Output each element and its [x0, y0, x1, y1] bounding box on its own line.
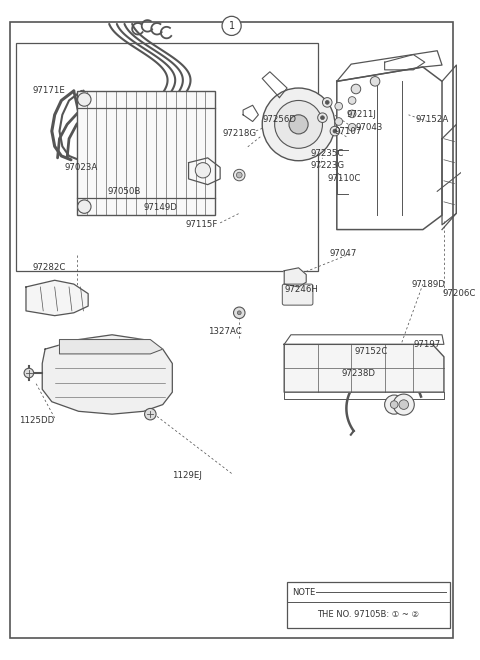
Text: 97050B: 97050B: [108, 187, 141, 196]
Circle shape: [262, 88, 335, 161]
Circle shape: [323, 98, 332, 107]
Polygon shape: [284, 345, 444, 392]
Text: 97152A: 97152A: [415, 115, 448, 124]
Text: 97152C: 97152C: [354, 346, 387, 356]
Polygon shape: [26, 280, 88, 315]
Circle shape: [222, 16, 241, 36]
Circle shape: [399, 400, 408, 409]
Circle shape: [348, 123, 356, 131]
Text: THE NO. 97105B: ① ~ ②: THE NO. 97105B: ① ~ ②: [317, 610, 420, 620]
Text: 97256D: 97256D: [262, 115, 296, 124]
Text: 97110C: 97110C: [327, 174, 360, 183]
Circle shape: [333, 129, 337, 133]
Circle shape: [237, 311, 241, 315]
Text: 97197: 97197: [413, 340, 441, 349]
Text: 97206C: 97206C: [442, 289, 475, 298]
Text: 1125DD: 1125DD: [19, 416, 55, 425]
Circle shape: [234, 170, 245, 181]
FancyBboxPatch shape: [282, 284, 313, 305]
Text: 97282C: 97282C: [33, 263, 66, 273]
Circle shape: [390, 401, 398, 409]
Circle shape: [351, 84, 361, 94]
Circle shape: [78, 93, 91, 106]
Text: 97218G: 97218G: [222, 129, 256, 139]
Text: 1327AC: 1327AC: [208, 327, 241, 337]
Circle shape: [289, 115, 308, 134]
Bar: [77, 91, 216, 215]
Circle shape: [144, 409, 156, 420]
Circle shape: [384, 395, 404, 414]
Circle shape: [348, 110, 356, 117]
Text: 97149D: 97149D: [144, 203, 178, 212]
Circle shape: [370, 77, 380, 86]
Circle shape: [234, 307, 245, 319]
Text: 97047: 97047: [329, 249, 357, 258]
Text: 97043: 97043: [356, 123, 384, 132]
Circle shape: [325, 100, 329, 104]
Circle shape: [348, 96, 356, 104]
Circle shape: [335, 102, 343, 110]
Circle shape: [318, 113, 327, 123]
Circle shape: [330, 126, 340, 136]
Bar: [16, 43, 318, 271]
Text: 97107: 97107: [335, 127, 362, 135]
Circle shape: [321, 115, 324, 119]
Circle shape: [236, 172, 242, 178]
Text: 97171E: 97171E: [33, 86, 66, 96]
Circle shape: [275, 100, 323, 148]
Text: 97023A: 97023A: [64, 163, 97, 172]
Circle shape: [195, 162, 211, 178]
Polygon shape: [42, 335, 172, 414]
Text: 97223G: 97223G: [310, 161, 344, 170]
Text: 97246H: 97246H: [284, 285, 318, 294]
Text: 97235C: 97235C: [310, 148, 343, 158]
Polygon shape: [60, 339, 163, 354]
Polygon shape: [284, 268, 306, 287]
Bar: [287, 583, 450, 628]
Text: 97211J: 97211J: [347, 110, 376, 119]
Text: 97238D: 97238D: [342, 368, 375, 378]
Circle shape: [335, 117, 343, 125]
Text: 1: 1: [228, 21, 235, 31]
Circle shape: [393, 394, 414, 415]
Text: 1129EJ: 1129EJ: [172, 471, 202, 480]
Text: 97189D: 97189D: [411, 280, 445, 288]
Text: 97115F: 97115F: [186, 220, 218, 229]
Circle shape: [24, 368, 34, 378]
Circle shape: [78, 200, 91, 213]
Text: NOTE: NOTE: [292, 587, 315, 597]
